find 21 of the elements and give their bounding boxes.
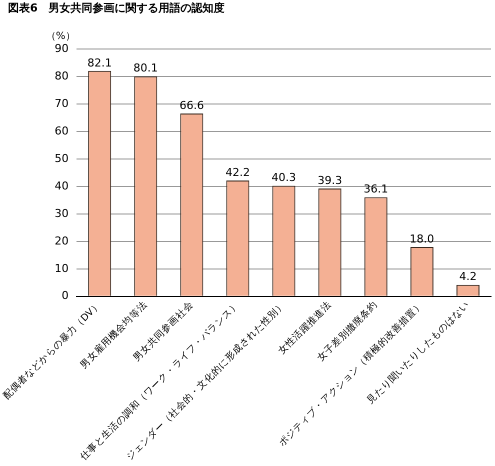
- y-tick-label: 10: [54, 262, 69, 275]
- y-tick-label: 0: [62, 289, 69, 302]
- data-label: 18.0: [410, 232, 434, 246]
- y-tick-label: 20: [54, 234, 69, 248]
- y-tick-label: 80: [54, 70, 69, 83]
- data-label: 36.1: [364, 182, 388, 196]
- data-label: 4.2: [459, 270, 477, 284]
- y-tick-label: 70: [54, 96, 69, 110]
- y-tick-label: 90: [54, 42, 69, 56]
- y-tick-label: 60: [54, 124, 69, 138]
- y-tick-label: 50: [54, 152, 69, 165]
- data-label: 40.3: [272, 171, 296, 184]
- y-tick-label: 30: [54, 206, 69, 220]
- data-label: 42.2: [226, 166, 250, 179]
- data-label: 80.1: [133, 62, 158, 75]
- y-tick-label: 40: [54, 179, 69, 192]
- data-label: 66.6: [179, 98, 204, 112]
- data-label: 39.3: [318, 174, 342, 187]
- chart-title: 図表6 男女共同参画に関する用語の認知度: [8, 1, 225, 14]
- data-label: 82.1: [87, 56, 112, 70]
- y-axis-title: （%）: [46, 30, 76, 42]
